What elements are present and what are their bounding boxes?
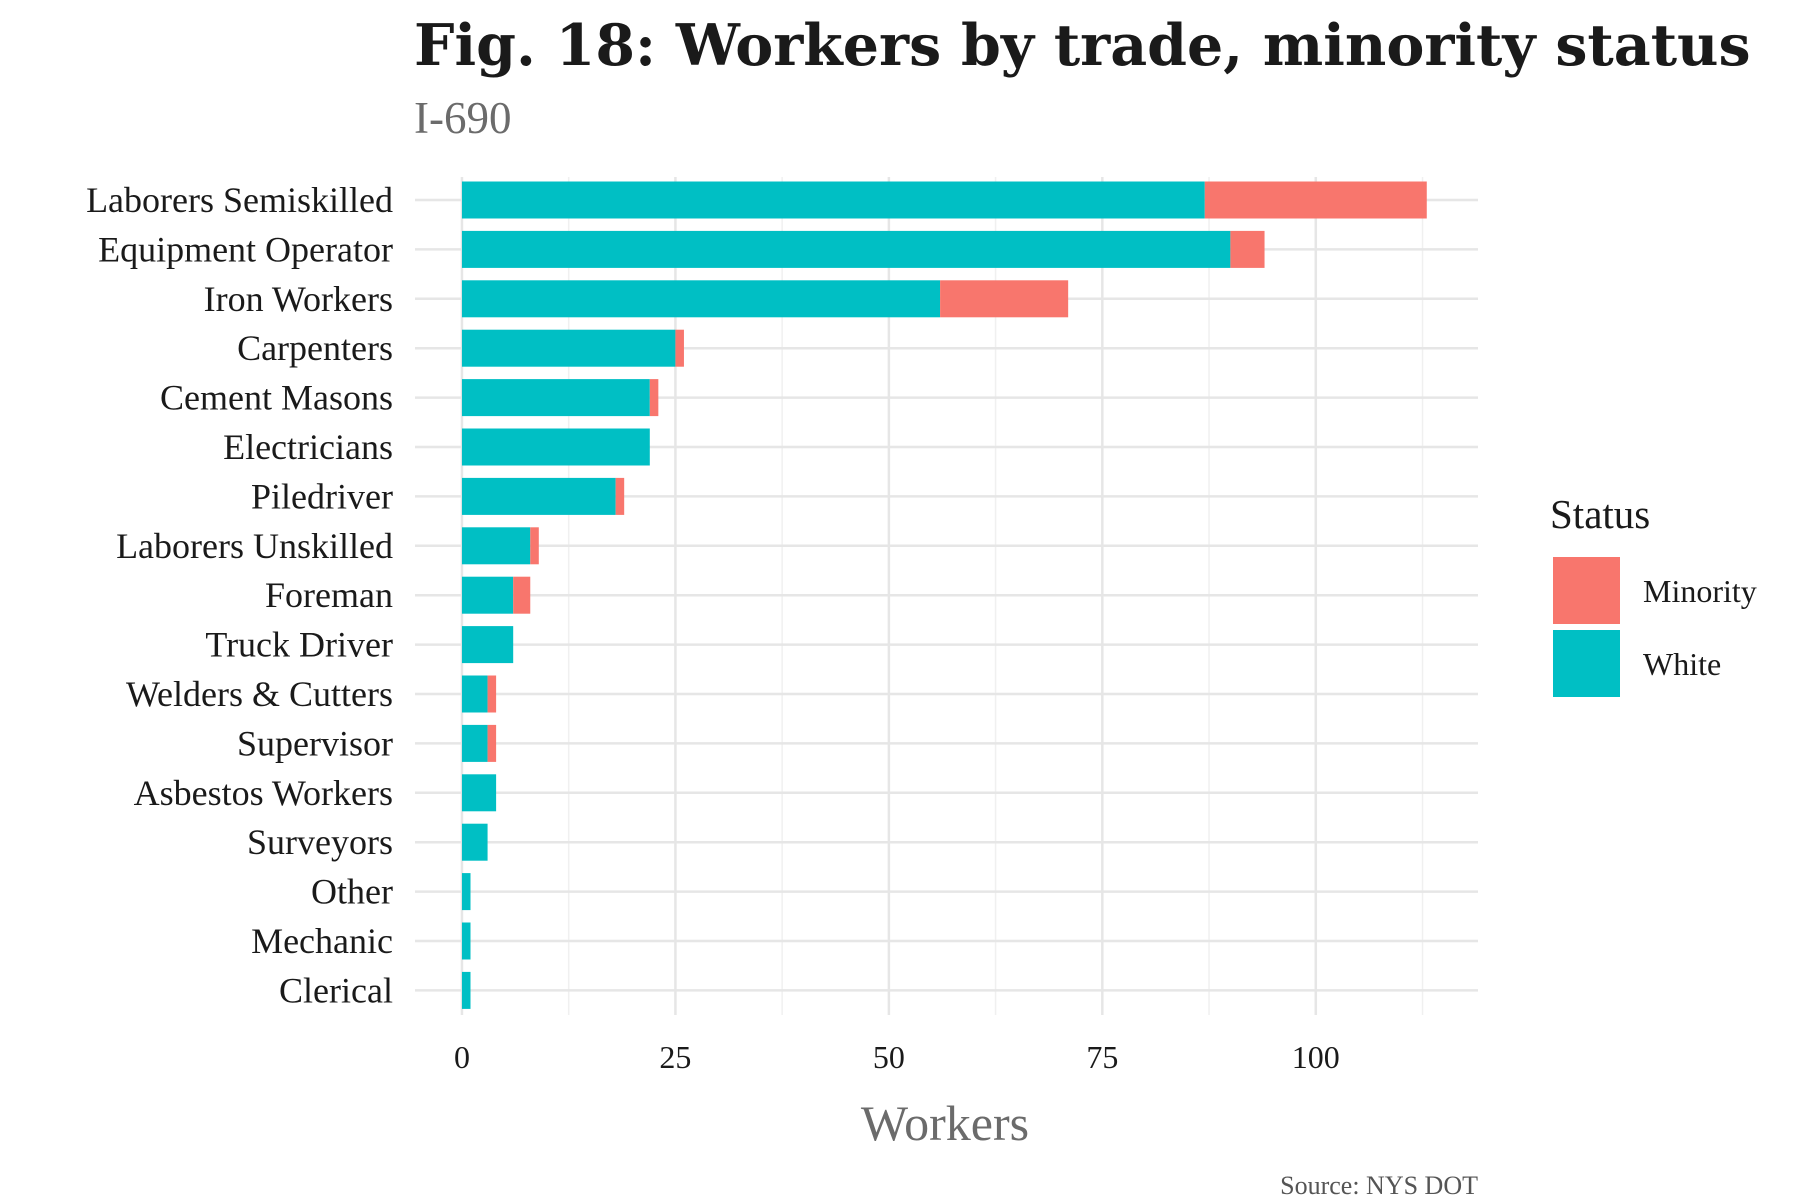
source-caption: Source: NYS DOT [1280, 1171, 1478, 1200]
category-axis: Laborers Semiskilled Equipment Operator Ir… [86, 180, 393, 1010]
bar-minority-1 [1230, 230, 1265, 268]
bar-white-8 [461, 576, 514, 614]
bar-white-0 [461, 181, 1205, 219]
value-axis: 0 25 50 75 100 [454, 1039, 1340, 1075]
bar-white-12 [461, 774, 497, 812]
bar-minority-7 [530, 527, 539, 565]
category-label: Other [311, 872, 393, 912]
chart-subtitle: I-690 [414, 93, 512, 143]
bar-white-3 [461, 329, 676, 367]
category-label: Foreman [265, 575, 393, 615]
bar-white-9 [461, 626, 514, 664]
x-tick-label: 75 [1086, 1039, 1118, 1075]
bar-minority-4 [649, 379, 659, 417]
category-label: Piledriver [251, 476, 393, 516]
x-tick-label: 100 [1292, 1039, 1340, 1075]
category-label: Mechanic [251, 921, 393, 961]
bar-white-7 [461, 527, 531, 565]
bar-minority-2 [940, 280, 1069, 318]
category-label: Iron Workers [204, 279, 393, 319]
bar-white-5 [461, 428, 650, 466]
bar-white-11 [461, 724, 488, 762]
category-label: Welders & Cutters [126, 674, 393, 714]
x-tick-label: 0 [454, 1039, 470, 1075]
category-label: Cement Masons [160, 378, 393, 418]
category-label: Electricians [223, 427, 393, 467]
bar-white-10 [461, 675, 488, 713]
category-label: Carpenters [237, 328, 393, 368]
bar-minority-8 [513, 576, 531, 614]
bar-white-1 [461, 230, 1231, 268]
bars [461, 181, 1427, 1009]
bar-white-15 [461, 922, 471, 960]
bar-white-14 [461, 873, 471, 911]
bar-white-4 [461, 379, 650, 417]
legend-key-minority [1553, 557, 1620, 624]
category-label: Clerical [279, 970, 393, 1010]
legend-label-white: White [1643, 646, 1721, 682]
x-axis-label: Workers [861, 1095, 1029, 1151]
category-label: Supervisor [237, 723, 393, 763]
category-label: Laborers Unskilled [116, 526, 393, 566]
bar-minority-0 [1204, 181, 1427, 219]
bar-white-16 [461, 971, 471, 1009]
x-tick-label: 25 [659, 1039, 691, 1075]
x-tick-label: 50 [873, 1039, 905, 1075]
bar-white-13 [461, 823, 488, 861]
legend-label-minority: Minority [1643, 573, 1757, 609]
category-label: Asbestos Workers [134, 773, 393, 813]
bar-white-2 [461, 280, 941, 318]
bar-minority-10 [487, 675, 497, 713]
bar-minority-3 [675, 329, 684, 367]
category-label: Surveyors [247, 822, 393, 862]
category-label: Laborers Semiskilled [86, 180, 393, 220]
bar-minority-11 [487, 724, 497, 762]
bar-minority-6 [615, 477, 625, 515]
legend-key-white [1553, 630, 1620, 697]
legend-title: Status [1550, 491, 1650, 537]
chart-title: Fig. 18: Workers by trade, minority stat… [414, 12, 1751, 79]
category-label: Truck Driver [205, 625, 393, 665]
bar-white-6 [461, 477, 616, 515]
category-label: Equipment Operator [98, 229, 393, 269]
legend: Status Minority White [1550, 491, 1757, 697]
